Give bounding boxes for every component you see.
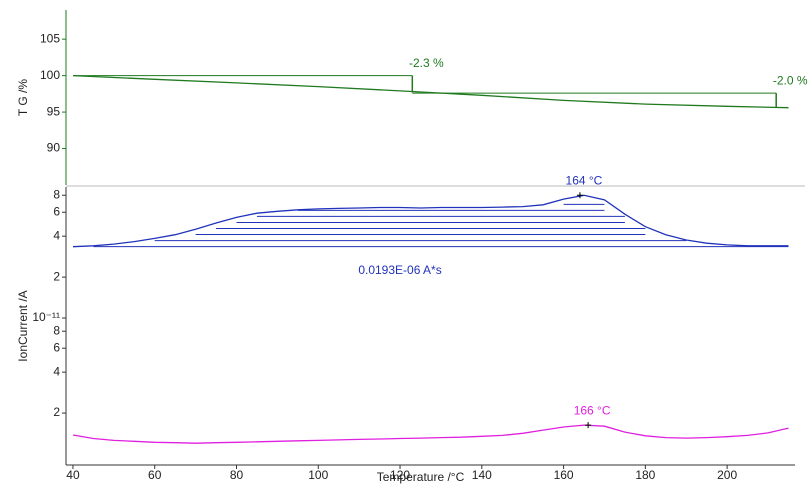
y-tick-label: 4 (53, 364, 60, 378)
peak-label: 164 °C (566, 173, 603, 187)
x-tick-label: 40 (66, 468, 80, 482)
y-tick-label: 6 (53, 340, 60, 354)
y-tick-label: 2 (53, 405, 60, 419)
y-axis-label: T G /% (16, 79, 30, 116)
x-tick-label: 80 (230, 468, 244, 482)
data-line (72, 424, 789, 444)
x-axis-label: Temperature /°C (377, 470, 465, 484)
x-tick-label: 120 (390, 468, 410, 482)
y-tick-label: 95 (47, 104, 61, 118)
x-tick-label: 100 (308, 468, 328, 482)
y-tick-label: 4 (53, 228, 60, 242)
y-tick-label: 8 (53, 187, 60, 201)
x-tick-label: 140 (472, 468, 492, 482)
peak-marker (585, 422, 592, 429)
data-line (72, 74, 789, 109)
step-label: -2.0 % (773, 73, 808, 87)
area-label: 0.0193E-06 A*s (358, 263, 441, 277)
y-axis-label: IonCurrent /A (16, 290, 30, 361)
peak-marker (576, 192, 583, 199)
peak-label: 166 °C (574, 403, 611, 417)
y-tick-label: 90 (47, 141, 61, 155)
data-line (72, 194, 789, 248)
y-tick-label: 10⁻¹¹ (32, 310, 60, 324)
x-tick-label: 160 (554, 468, 574, 482)
y-tick-label: 100 (40, 68, 60, 82)
x-tick-label: 200 (717, 468, 737, 482)
y-tick-label: 105 (40, 31, 60, 45)
x-tick-label: 60 (148, 468, 162, 482)
step-label: -2.3 % (409, 56, 444, 70)
y-tick-label: 8 (53, 323, 60, 337)
x-tick-label: 180 (635, 468, 655, 482)
y-tick-label: 6 (53, 204, 60, 218)
y-tick-label: 2 (53, 269, 60, 283)
